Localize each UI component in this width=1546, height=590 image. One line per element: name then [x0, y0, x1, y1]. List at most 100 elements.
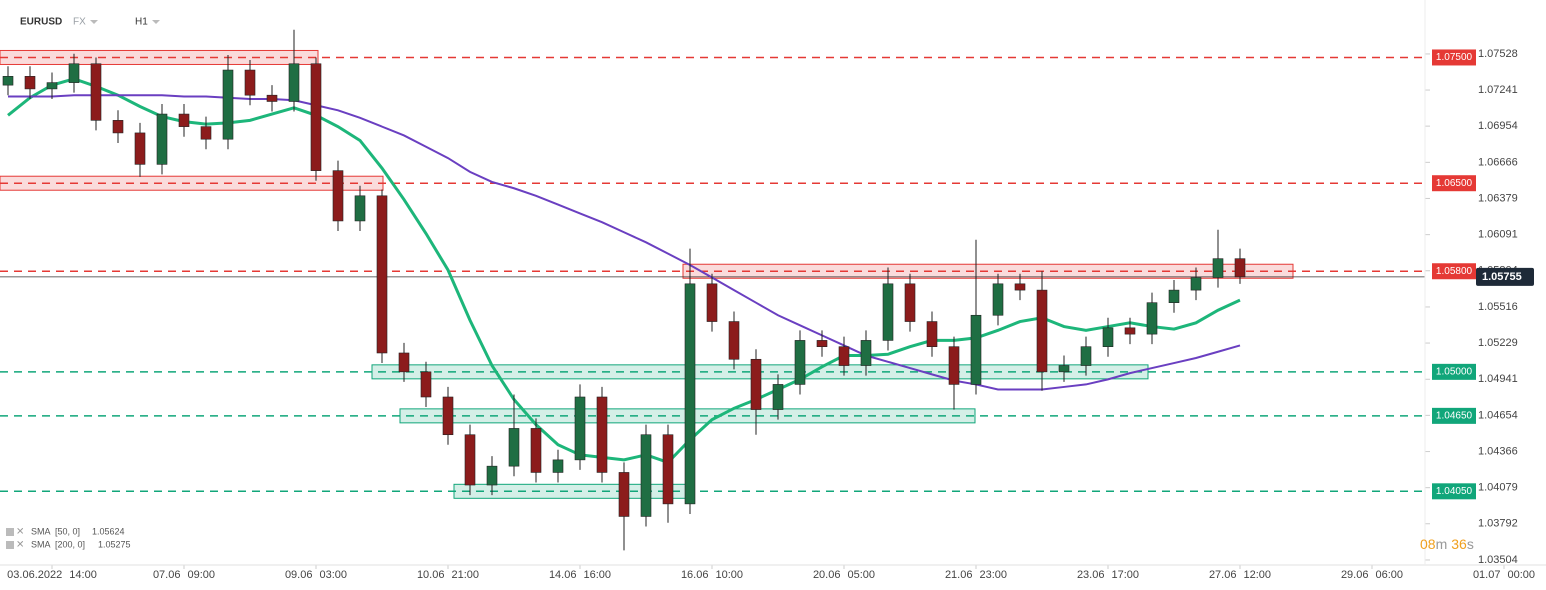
candle-body [992, 283, 1004, 316]
candle-body [68, 63, 80, 83]
level-tag [1432, 483, 1476, 500]
market-dropdown[interactable] [90, 20, 98, 24]
level-label: 1.04050 [1436, 486, 1473, 497]
plot: 1.07528 1.07241 1.06954 1.06666 1.06379 1.060… [0, 29, 1535, 581]
candle-body [882, 283, 894, 341]
candle-body [156, 113, 168, 165]
candle-body [706, 283, 718, 322]
y-tick-label: 1.04366 [1478, 445, 1518, 457]
candle-body [310, 63, 322, 171]
level-tag [1432, 407, 1476, 424]
last-price-tag [1476, 267, 1534, 286]
y-tick-label: 1.07241 [1478, 84, 1518, 96]
level-tag [1432, 363, 1476, 380]
interval[interactable]: H1 [135, 17, 148, 28]
legend-name: SMA [31, 539, 51, 549]
y-tick-label: 1.05229 [1478, 337, 1518, 349]
candle-body [1124, 327, 1136, 335]
candle-body [684, 283, 696, 505]
x-tick-label: 23.06 17:00 [1077, 569, 1139, 581]
y-tick-label: 1.04079 [1478, 482, 1518, 494]
candle-body [904, 283, 916, 322]
legend-icon [6, 541, 14, 549]
candle-body [398, 352, 410, 373]
candle-body [618, 472, 630, 517]
interval-dropdown[interactable] [152, 20, 160, 24]
legend-value: 1.05275 [98, 539, 131, 549]
x-tick-label: 29.06 06:00 [1341, 569, 1403, 581]
level-label: 1.05800 [1436, 266, 1473, 277]
x-tick-label: 10.06 21:00 [417, 569, 479, 581]
candle-body [376, 195, 388, 354]
x-tick-label: 20.06 05:00 [813, 569, 875, 581]
candle-body [24, 76, 36, 90]
candle-body [420, 371, 432, 398]
candle-body [552, 459, 564, 473]
level-zone [453, 483, 692, 499]
x-tick-label: 27.06 12:00 [1209, 569, 1271, 581]
candle-body [772, 384, 784, 410]
x-tick-label: 01.07 00:00 [1473, 569, 1535, 581]
candle-body [662, 434, 674, 505]
candle-body [178, 113, 190, 127]
candle-body [1234, 258, 1246, 278]
candle-body [1146, 302, 1158, 335]
y-tick-label: 1.06091 [1478, 229, 1518, 241]
candle-body [1102, 327, 1114, 347]
level-tag [1432, 175, 1476, 192]
candle-body [442, 396, 454, 436]
candle-body [926, 321, 938, 347]
sma-line [8, 94, 1241, 391]
candle-body [640, 434, 652, 517]
y-tick-label: 1.06379 [1478, 192, 1518, 204]
candle-body [332, 170, 344, 222]
level-label: 1.04650 [1436, 410, 1473, 421]
candle-body [530, 428, 542, 473]
candle-body [46, 82, 58, 90]
x-tick-label: 16.06 10:00 [681, 569, 743, 581]
legend-name: SMA [31, 526, 51, 536]
legend-close: ✕ [16, 527, 24, 538]
legend-value: 1.05624 [92, 526, 125, 536]
candle-body [486, 465, 498, 486]
y-tick-label: 1.06666 [1478, 156, 1518, 168]
x-tick-label: 21.06 23:00 [945, 569, 1007, 581]
candle-body [266, 94, 278, 102]
y-tick-label: 1.03504 [1478, 554, 1518, 566]
last-price-label: 1.05755 [1482, 271, 1522, 283]
level-label: 1.06500 [1436, 178, 1473, 189]
candle-body [244, 69, 256, 96]
level-tag [1432, 49, 1476, 66]
candle-body [508, 428, 520, 467]
timer-minutes: 08 [1420, 536, 1436, 552]
candle-body [200, 126, 212, 140]
candle-body [948, 346, 960, 385]
timer: 08m 36s [1420, 536, 1474, 552]
market: FX [73, 17, 86, 28]
candle-body [860, 340, 872, 366]
level-label: 1.07500 [1436, 52, 1473, 63]
legend-params: [50, 0] [55, 526, 80, 536]
candle-body [574, 396, 586, 461]
y-tick-label: 1.03792 [1478, 518, 1518, 530]
sma-line [7, 77, 1241, 465]
candle-body [288, 63, 300, 102]
candle-body [1168, 289, 1180, 303]
symbol[interactable]: EURUSD [20, 17, 62, 28]
y-tick-label: 1.05516 [1478, 301, 1518, 313]
legend-close: ✕ [16, 540, 24, 551]
candle-body [464, 434, 476, 486]
candle-body [1212, 258, 1224, 278]
y-tick-label: 1.07528 [1478, 48, 1518, 60]
candle-body [596, 396, 608, 473]
legend-icon [6, 528, 14, 536]
timer-seconds: 36 [1451, 536, 1467, 552]
x-tick-label: 03.06.2022 14:00 [7, 569, 97, 581]
level-label: 1.05000 [1436, 366, 1473, 377]
candle-body [816, 340, 828, 347]
x-tick-label: 14.06 16:00 [549, 569, 611, 581]
y-tick-label: 1.04654 [1478, 409, 1518, 421]
candle-body [1058, 365, 1070, 373]
